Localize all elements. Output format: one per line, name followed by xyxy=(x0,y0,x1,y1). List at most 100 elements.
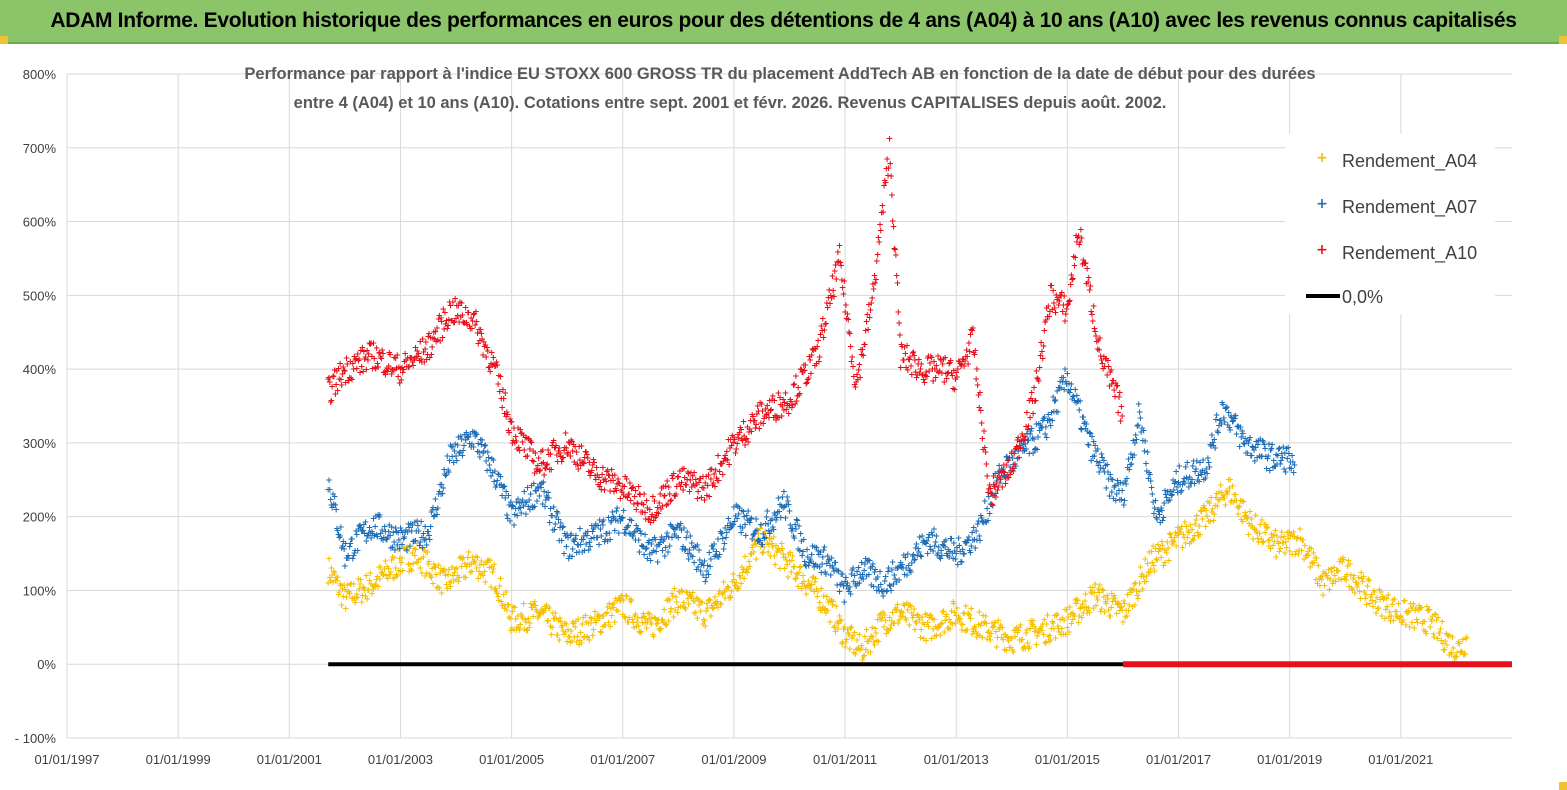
data-point-a07: + xyxy=(1040,414,1048,424)
data-point-a04: + xyxy=(1137,573,1145,583)
data-point-a10: + xyxy=(398,376,406,386)
data-point-a04: + xyxy=(872,629,880,639)
data-point-a04: + xyxy=(436,569,444,579)
data-point-a07: + xyxy=(423,541,431,551)
data-point-a10: + xyxy=(330,372,338,382)
data-point-a07: + xyxy=(1027,427,1035,437)
data-point-a07: + xyxy=(524,484,532,494)
data-point-a04: + xyxy=(606,599,614,609)
data-point-a04: + xyxy=(559,627,567,637)
data-point-a04: + xyxy=(653,616,661,626)
data-point-a07: + xyxy=(1226,424,1234,434)
data-point-a04: + xyxy=(924,619,932,629)
data-point-a07: + xyxy=(536,492,544,502)
data-point-a07: + xyxy=(363,532,371,542)
data-point-a07: + xyxy=(650,546,658,556)
data-point-a07: + xyxy=(1184,458,1192,468)
data-point-a04: + xyxy=(490,565,498,575)
data-point-a04: + xyxy=(880,623,888,633)
data-point-a07: + xyxy=(1060,386,1068,396)
data-point-a04: + xyxy=(1293,535,1301,545)
data-point-a04: + xyxy=(926,611,934,621)
data-point-a07: + xyxy=(660,535,668,545)
data-point-a07: + xyxy=(1161,486,1169,496)
data-point-a10: + xyxy=(523,434,531,444)
data-point-a07: + xyxy=(497,473,505,483)
data-point-a07: + xyxy=(854,580,862,590)
data-point-a04: + xyxy=(350,580,358,590)
data-point-a04: + xyxy=(475,574,483,584)
data-point-a07: + xyxy=(1187,479,1195,489)
data-point-a04: + xyxy=(600,612,608,622)
data-point-a04: + xyxy=(983,619,991,629)
data-point-a04: + xyxy=(1203,507,1211,517)
data-point-a07: + xyxy=(1218,398,1226,408)
data-point-a04: + xyxy=(1234,503,1242,513)
data-point-a04: + xyxy=(326,574,334,584)
data-point-a04: + xyxy=(367,569,375,579)
data-point-a07: + xyxy=(586,543,594,553)
data-point-a04: + xyxy=(811,578,819,588)
data-point-a07: + xyxy=(518,498,526,508)
data-point-a07: + xyxy=(467,430,475,440)
data-point-a04: + xyxy=(578,639,586,649)
data-point-a04: + xyxy=(1450,653,1458,663)
data-point-a10: + xyxy=(516,447,524,457)
data-point-a04: + xyxy=(1088,589,1096,599)
data-point-a07: + xyxy=(496,481,504,491)
data-point-a04: + xyxy=(966,611,974,621)
x-tick-label: 01/01/2009 xyxy=(701,752,766,767)
data-point-a04: + xyxy=(789,552,797,562)
data-point-a07: + xyxy=(1187,479,1195,489)
data-point-a04: + xyxy=(1461,650,1469,660)
data-point-a04: + xyxy=(398,558,406,568)
data-point-a04: + xyxy=(742,567,750,577)
data-point-a04: + xyxy=(596,614,604,624)
data-point-a10: + xyxy=(356,368,364,378)
legend-label-a10: Rendement_A10 xyxy=(1342,243,1477,264)
data-point-a07: + xyxy=(931,542,939,552)
data-point-a04: + xyxy=(1254,534,1262,544)
data-point-a04: + xyxy=(719,590,727,600)
data-point-a07: + xyxy=(918,532,926,542)
data-point-a07: + xyxy=(1137,428,1145,438)
data-point-a10: + xyxy=(469,317,477,327)
x-tick-label: 01/01/2017 xyxy=(1146,752,1211,767)
data-point-a07: + xyxy=(808,550,816,560)
data-point-a04: + xyxy=(1008,634,1016,644)
data-point-a04: + xyxy=(669,592,677,602)
data-point-a04: + xyxy=(1273,532,1281,542)
data-point-a04: + xyxy=(1160,546,1168,556)
data-point-a07: + xyxy=(1122,480,1130,490)
data-point-a04: + xyxy=(422,548,430,558)
data-point-a10: + xyxy=(1107,366,1115,376)
data-point-a10: + xyxy=(405,363,413,373)
data-point-a07: + xyxy=(1149,490,1157,500)
data-point-a10: + xyxy=(976,389,984,399)
data-point-a07: + xyxy=(1199,456,1207,466)
data-point-a07: + xyxy=(974,520,982,530)
data-point-a10: + xyxy=(380,369,388,379)
data-point-a07: + xyxy=(1243,437,1251,447)
data-point-a07: + xyxy=(1291,461,1299,471)
data-point-a04: + xyxy=(992,628,1000,638)
data-point-a04: + xyxy=(401,544,409,554)
data-point-a07: + xyxy=(439,490,447,500)
data-point-a07: + xyxy=(737,523,745,533)
data-point-a07: + xyxy=(587,534,595,544)
data-point-a04: + xyxy=(744,569,752,579)
data-point-a04: + xyxy=(748,550,756,560)
data-point-a10: + xyxy=(443,317,451,327)
data-point-a07: + xyxy=(935,543,943,553)
data-point-a04: + xyxy=(1237,496,1245,506)
data-point-a07: + xyxy=(689,553,697,563)
data-point-a07: + xyxy=(362,518,370,528)
data-point-a07: + xyxy=(723,529,731,539)
data-point-a07: + xyxy=(760,530,768,540)
data-point-a07: + xyxy=(701,557,709,567)
data-point-a07: + xyxy=(1225,409,1233,419)
data-point-a07: + xyxy=(711,553,719,563)
data-point-a10: + xyxy=(841,277,849,287)
data-point-a07: + xyxy=(714,552,722,562)
data-point-a07: + xyxy=(1202,474,1210,484)
